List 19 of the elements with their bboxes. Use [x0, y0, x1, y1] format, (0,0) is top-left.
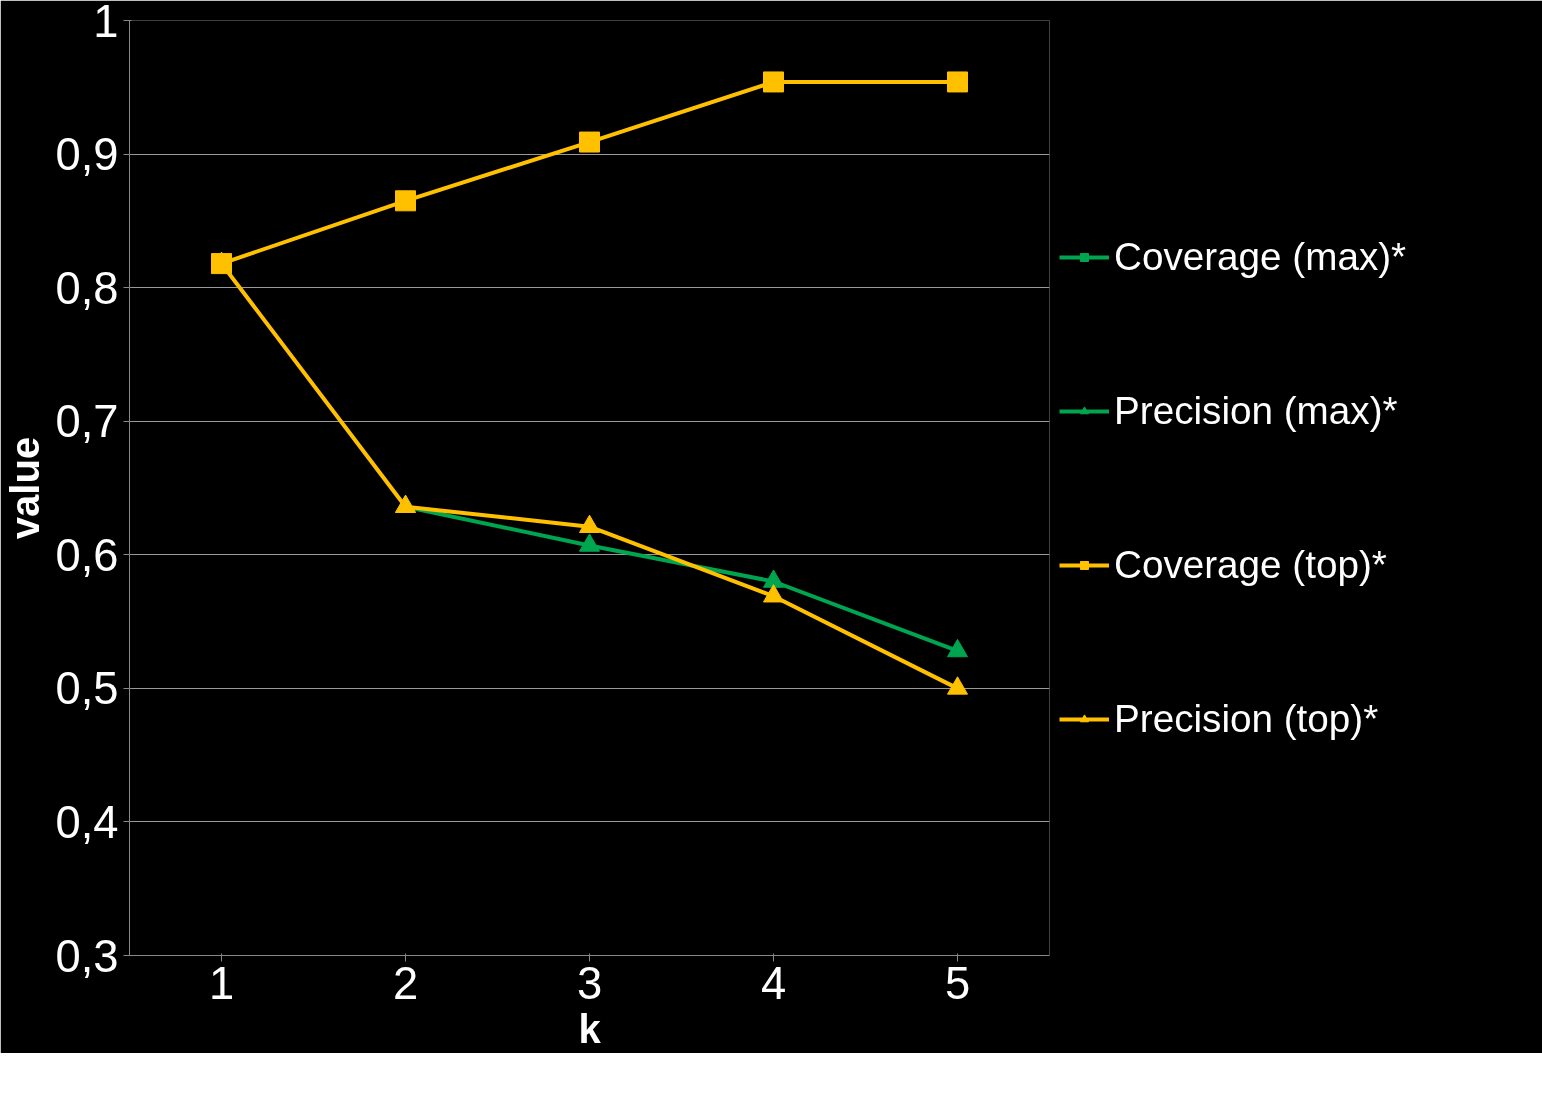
y-axis-title: value — [3, 436, 48, 540]
x-axis-title: k — [578, 1006, 602, 1051]
legend-label: Coverage (top)* — [1114, 542, 1387, 587]
y-tick-label: 0,3 — [55, 930, 119, 982]
x-tick-label: 3 — [576, 957, 603, 1009]
legend-label: Precision (max)* — [1114, 388, 1398, 433]
x-tick-label: 5 — [944, 957, 971, 1009]
y-tick-label: 1 — [93, 0, 119, 47]
y-tick-label: 0,6 — [55, 529, 119, 581]
x-tick-label: 1 — [208, 957, 235, 1009]
x-tick-label: 4 — [760, 957, 787, 1009]
legend-label: Coverage (max)* — [1114, 234, 1407, 279]
y-tick-label: 0,7 — [55, 396, 119, 448]
y-tick-label: 0,5 — [55, 663, 119, 715]
y-tick-label: 0,4 — [55, 796, 119, 848]
y-tick-label: 0,9 — [55, 129, 119, 181]
y-tick-label: 0,8 — [55, 262, 119, 314]
legend-label: Precision (top)* — [1114, 696, 1379, 741]
x-tick-label: 2 — [392, 957, 419, 1009]
